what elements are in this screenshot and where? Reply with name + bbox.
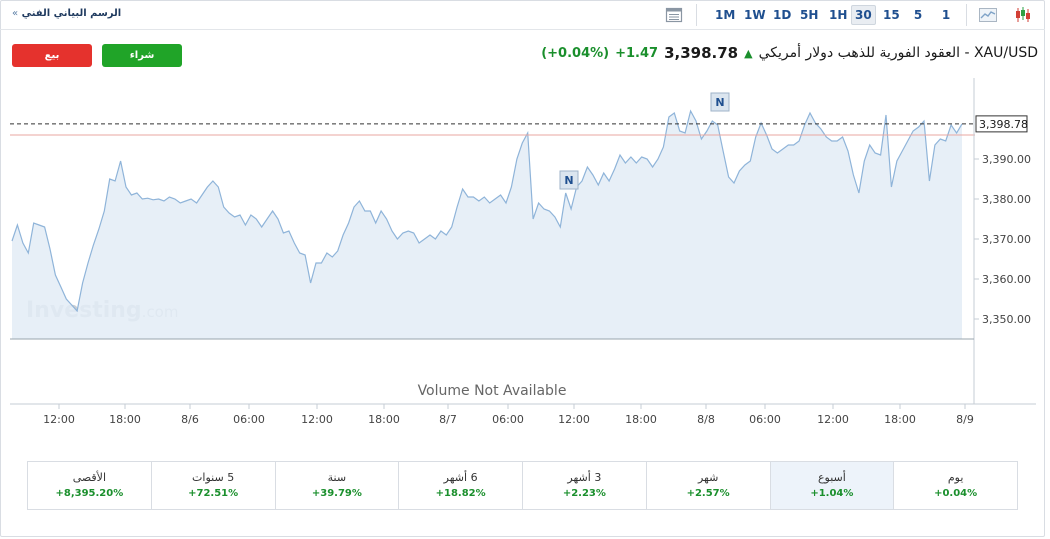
change-value: +1.47	[615, 45, 659, 61]
x-tick-label: 18:00	[368, 413, 400, 426]
news-marker-box	[710, 92, 730, 112]
performance-cell[interactable]: 3 أشهر +2.23%	[522, 462, 646, 509]
performance-period: يوم	[947, 471, 964, 484]
x-tick-label: 8/6	[181, 413, 199, 426]
timeframe-1m[interactable]: 1M	[715, 8, 736, 22]
timeframe-1w[interactable]: 1W	[744, 8, 766, 22]
performance-value: +2.23%	[562, 488, 606, 499]
news-marker[interactable]: N	[559, 170, 579, 190]
performance-cell[interactable]: يوم +0.04%	[893, 462, 1017, 509]
change-percent: (+0.04%)	[541, 45, 610, 61]
performance-cell[interactable]: سنة +39.79%	[274, 462, 399, 509]
performance-value: +2.57%	[686, 488, 730, 499]
price-chart[interactable]: Investing.com3,350.003,360.003,370.003,3…	[0, 0, 1045, 440]
x-tick-label: 06:00	[492, 413, 524, 426]
performance-value: +39.79%	[311, 488, 362, 499]
y-tick-label: 3,370.00	[982, 233, 1031, 246]
performance-cell[interactable]: 6 أشهر +18.82%	[398, 462, 522, 509]
price-area	[12, 111, 962, 339]
timeframe-30[interactable]: 30	[851, 5, 876, 25]
x-tick-label: 8/9	[956, 413, 974, 426]
performance-period: 5 سنوات	[192, 471, 235, 484]
x-tick-label: 12:00	[558, 413, 590, 426]
performance-period: أسبوع	[817, 471, 846, 484]
technical-chart-link[interactable]: الرسم البياني الفني »	[8, 8, 121, 19]
chart-toolbar: الرسم البياني الفني » 1M 1W 1D 5H 1H 30 15 5 1	[0, 0, 1045, 30]
x-tick-label: 12:00	[43, 413, 75, 426]
performance-cell[interactable]: أسبوع +1.04%	[769, 462, 894, 509]
toolbar-divider	[696, 4, 697, 26]
x-tick-label: 12:00	[301, 413, 333, 426]
performance-value: +1.04%	[810, 488, 854, 499]
volume-note: Volume Not Available	[418, 383, 567, 399]
timeframe-1[interactable]: 1	[941, 8, 951, 22]
performance-period: 3 أشهر	[567, 471, 602, 484]
timeframe-5h[interactable]: 5H	[800, 8, 819, 22]
area-chart-icon[interactable]	[978, 5, 998, 25]
performance-period: شهر	[697, 471, 719, 484]
table-view-icon[interactable]	[664, 5, 684, 25]
x-tick-label: 8/7	[439, 413, 457, 426]
performance-cell[interactable]: الأقصى +8,395.20%	[28, 462, 151, 509]
performance-value: +18.82%	[435, 488, 486, 499]
chevron-icon: »	[12, 8, 19, 19]
performance-period: 6 أشهر	[443, 471, 478, 484]
x-tick-label: 06:00	[749, 413, 781, 426]
timeframe-1h[interactable]: 1H	[829, 8, 848, 22]
last-price-box	[975, 115, 1028, 133]
timeframe-15[interactable]: 15	[883, 8, 900, 22]
performance-value: +8,395.20%	[55, 488, 124, 499]
news-marker-box	[559, 170, 579, 190]
instrument-name: XAU/USD - العقود الفورية للذهب دولار أمر…	[758, 45, 1038, 61]
technical-chart-title: الرسم البياني الفني	[21, 8, 122, 19]
x-tick-label: 8/8	[697, 413, 715, 426]
y-tick-label: 3,360.00	[982, 273, 1031, 286]
y-tick-label: 3,380.00	[982, 193, 1031, 206]
x-tick-label: 18:00	[625, 413, 657, 426]
x-tick-label: 06:00	[233, 413, 265, 426]
performance-period: سنة	[327, 471, 347, 484]
sell-button[interactable]: بيع	[12, 44, 92, 67]
performance-cell[interactable]: شهر +2.57%	[645, 462, 770, 509]
performance-table: الأقصى +8,395.20% 5 سنوات +72.51% سنة +39.79%…	[27, 461, 1018, 510]
y-tick-label: 3,390.00	[982, 153, 1031, 166]
news-marker[interactable]: N	[710, 92, 730, 112]
performance-cell[interactable]: 5 سنوات +72.51%	[150, 462, 275, 509]
x-tick-label: 12:00	[817, 413, 849, 426]
price-line	[11, 109, 963, 313]
news-marker-label: N	[564, 174, 573, 187]
timeframe-1d[interactable]: 1D	[773, 8, 792, 22]
up-arrow-icon: ▲	[744, 46, 753, 60]
toolbar-divider	[966, 4, 967, 26]
performance-value: +72.51%	[188, 488, 239, 499]
x-tick-label: 18:00	[884, 413, 916, 426]
news-marker-label: N	[715, 96, 724, 109]
buy-button[interactable]: شراء	[102, 44, 182, 67]
candlestick-icon[interactable]	[1013, 5, 1033, 25]
instrument-header: (+0.04%) +1.47 3,398.78 ▲ XAU/USD - العق…	[541, 43, 1038, 63]
performance-value: +0.04%	[934, 488, 978, 499]
last-price: 3,398.78	[664, 44, 739, 62]
y-tick-label: 3,350.00	[982, 313, 1031, 326]
performance-period: الأقصى	[72, 471, 107, 484]
last-price-label: 3,398.78	[979, 118, 1028, 131]
x-tick-label: 18:00	[109, 413, 141, 426]
timeframe-5[interactable]: 5	[913, 8, 923, 22]
